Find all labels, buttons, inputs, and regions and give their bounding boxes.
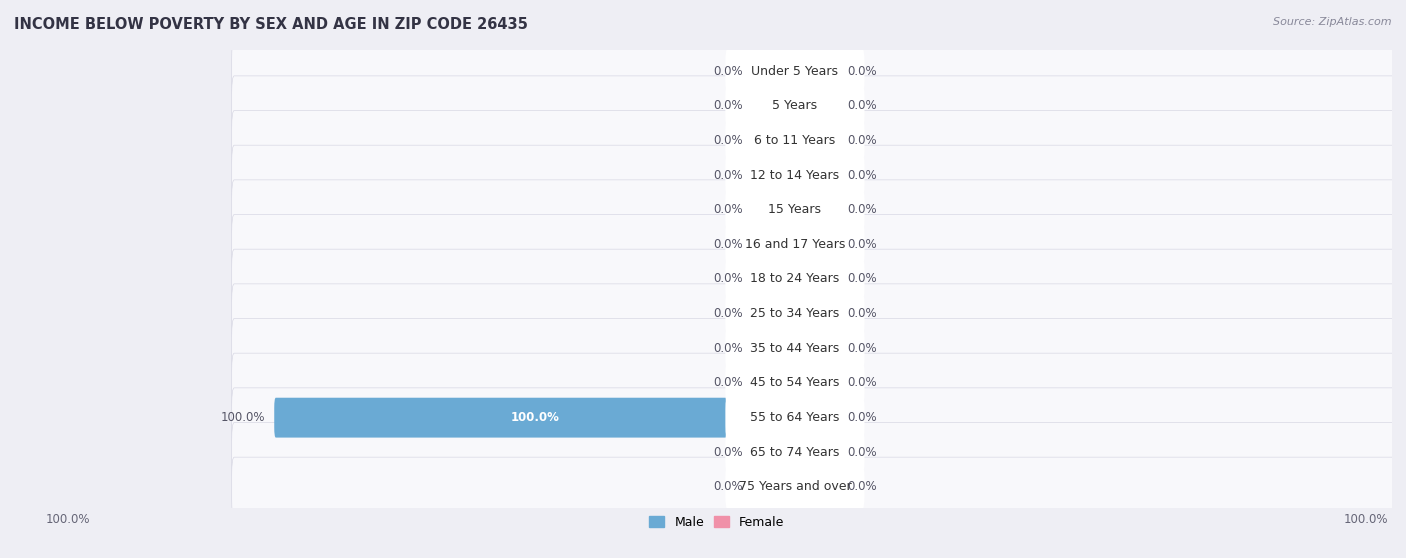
Text: 16 and 17 Years: 16 and 17 Years [745,238,845,251]
Text: 25 to 34 Years: 25 to 34 Years [751,307,839,320]
Text: 100.0%: 100.0% [510,411,560,424]
FancyBboxPatch shape [232,284,1395,344]
Text: INCOME BELOW POVERTY BY SEX AND AGE IN ZIP CODE 26435: INCOME BELOW POVERTY BY SEX AND AGE IN Z… [14,17,527,32]
Text: 0.0%: 0.0% [713,134,742,147]
FancyBboxPatch shape [232,76,1395,136]
Text: 35 to 44 Years: 35 to 44 Years [751,342,839,355]
Text: 18 to 24 Years: 18 to 24 Years [751,272,839,286]
FancyBboxPatch shape [725,118,865,162]
FancyBboxPatch shape [793,155,838,195]
FancyBboxPatch shape [725,292,865,335]
Text: 0.0%: 0.0% [846,203,876,216]
FancyBboxPatch shape [793,363,838,403]
FancyBboxPatch shape [232,180,1395,239]
FancyBboxPatch shape [793,121,838,160]
Text: 45 to 54 Years: 45 to 54 Years [751,377,839,389]
Text: 0.0%: 0.0% [846,134,876,147]
FancyBboxPatch shape [752,259,796,299]
Text: 0.0%: 0.0% [846,342,876,355]
Text: 75 Years and over: 75 Years and over [738,480,851,493]
FancyBboxPatch shape [752,121,796,160]
Text: 5 Years: 5 Years [772,99,817,112]
Text: 65 to 74 Years: 65 to 74 Years [751,446,839,459]
FancyBboxPatch shape [725,187,865,232]
FancyBboxPatch shape [725,430,865,474]
Text: 0.0%: 0.0% [713,342,742,355]
FancyBboxPatch shape [752,155,796,195]
FancyBboxPatch shape [232,422,1395,482]
Text: 0.0%: 0.0% [846,480,876,493]
Legend: Male, Female: Male, Female [650,516,785,529]
Text: 0.0%: 0.0% [846,169,876,181]
Text: 6 to 11 Years: 6 to 11 Years [754,134,835,147]
Text: 0.0%: 0.0% [713,238,742,251]
Text: 0.0%: 0.0% [713,446,742,459]
FancyBboxPatch shape [725,223,865,266]
Text: 0.0%: 0.0% [713,203,742,216]
FancyBboxPatch shape [725,49,865,93]
FancyBboxPatch shape [752,329,796,368]
FancyBboxPatch shape [793,86,838,126]
FancyBboxPatch shape [752,363,796,403]
FancyBboxPatch shape [725,257,865,301]
FancyBboxPatch shape [793,398,838,437]
FancyBboxPatch shape [793,190,838,229]
Text: 0.0%: 0.0% [846,238,876,251]
FancyBboxPatch shape [793,294,838,334]
Text: 0.0%: 0.0% [846,307,876,320]
FancyBboxPatch shape [725,153,865,197]
Text: 0.0%: 0.0% [713,377,742,389]
FancyBboxPatch shape [793,467,838,507]
Text: 0.0%: 0.0% [713,480,742,493]
FancyBboxPatch shape [793,432,838,472]
FancyBboxPatch shape [232,319,1395,378]
Text: 15 Years: 15 Years [769,203,821,216]
FancyBboxPatch shape [274,398,796,437]
FancyBboxPatch shape [232,388,1395,448]
FancyBboxPatch shape [232,145,1395,205]
FancyBboxPatch shape [752,467,796,507]
Text: 0.0%: 0.0% [846,377,876,389]
FancyBboxPatch shape [725,326,865,371]
FancyBboxPatch shape [752,190,796,229]
Text: Source: ZipAtlas.com: Source: ZipAtlas.com [1274,17,1392,27]
Text: 100.0%: 100.0% [221,411,266,424]
FancyBboxPatch shape [725,465,865,509]
FancyBboxPatch shape [232,249,1395,309]
FancyBboxPatch shape [232,214,1395,274]
FancyBboxPatch shape [232,353,1395,413]
Text: 0.0%: 0.0% [713,169,742,181]
FancyBboxPatch shape [232,457,1395,517]
Text: 12 to 14 Years: 12 to 14 Years [751,169,839,181]
FancyBboxPatch shape [752,432,796,472]
FancyBboxPatch shape [793,224,838,264]
FancyBboxPatch shape [793,51,838,91]
FancyBboxPatch shape [725,84,865,128]
Text: 0.0%: 0.0% [713,272,742,286]
FancyBboxPatch shape [793,259,838,299]
Text: 55 to 64 Years: 55 to 64 Years [751,411,839,424]
Text: 0.0%: 0.0% [713,99,742,112]
FancyBboxPatch shape [752,86,796,126]
Text: 0.0%: 0.0% [846,446,876,459]
Text: Under 5 Years: Under 5 Years [751,65,838,78]
FancyBboxPatch shape [752,224,796,264]
FancyBboxPatch shape [232,41,1395,101]
Text: 0.0%: 0.0% [846,65,876,78]
Text: 0.0%: 0.0% [713,65,742,78]
Text: 0.0%: 0.0% [846,411,876,424]
FancyBboxPatch shape [725,361,865,405]
Text: 0.0%: 0.0% [846,99,876,112]
FancyBboxPatch shape [752,51,796,91]
FancyBboxPatch shape [793,329,838,368]
FancyBboxPatch shape [725,396,865,440]
FancyBboxPatch shape [752,294,796,334]
FancyBboxPatch shape [232,110,1395,170]
Text: 0.0%: 0.0% [846,272,876,286]
Text: 0.0%: 0.0% [713,307,742,320]
